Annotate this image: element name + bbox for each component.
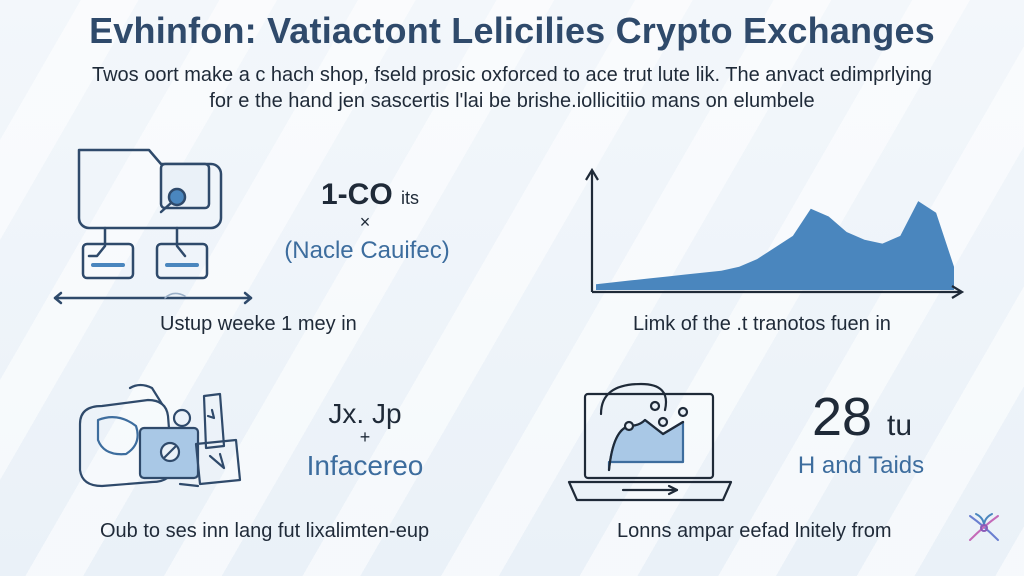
caption-bottom-right: Lonns ampar eefad lnitely from [617,520,892,542]
caption-top-left: Ustup weeke 1 mey in [160,313,357,335]
area-series [596,201,954,290]
caption-bottom-left: Oub to ses inn lang fut lixalimten-eup [100,520,430,542]
stat-top-middle-value: 1-CO [320,178,393,211]
symbol-top-middle: × [359,212,371,232]
label-bottom-middle: Infacereo [306,450,424,481]
page-subtitle: Twos oort make a c hach shop, fseld pros… [60,62,964,114]
stat-bottom-right-suffix: tu [887,409,913,442]
corner-logo-icon [969,513,999,541]
subtitle-line-1: Twos oort make a c hach shop, fseld pros… [91,64,933,86]
label-top-middle: (Nacle Cauifec) [284,237,450,264]
stat-top-middle: 1-CO its [300,178,440,212]
symbol-bottom-middle: + [359,427,371,447]
stat-top-middle-suffix: its [401,188,420,208]
stat-bottom-right-value: 28 [811,387,873,447]
label-bottom-right: H and Taids [797,452,925,479]
page-title: Evhinfon: Vatiactont Lelicilies Crypto E… [89,10,935,51]
exchange-machine-icon [53,148,253,305]
x-axis-arrow [951,285,965,299]
area-chart [585,167,965,299]
laptop-chart-icon [567,382,733,502]
stat-bottom-right: 28 tu [782,386,942,448]
caption-top-right: Limk of the .t tranotos fuen in [633,313,891,335]
y-axis-arrow [585,167,599,181]
stat-bottom-middle: Jx. Jp [328,398,402,429]
crypto-wallet-icon [78,383,242,488]
subtitle-line-2: for e the hand jen sascertis l'lai be br… [209,90,815,112]
